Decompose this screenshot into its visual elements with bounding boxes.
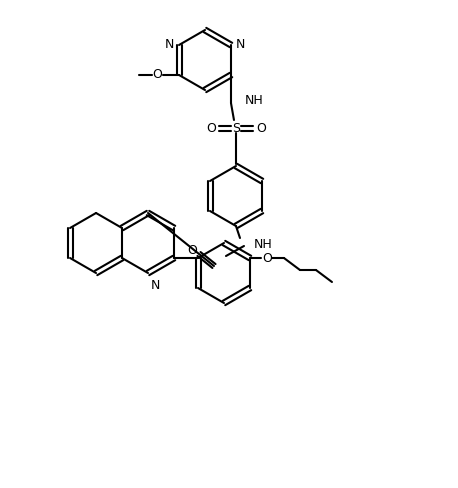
Text: N: N xyxy=(236,38,245,50)
Text: O: O xyxy=(206,122,216,135)
Text: NH: NH xyxy=(254,238,273,250)
Text: N: N xyxy=(151,279,160,292)
Text: O: O xyxy=(152,68,162,81)
Text: O: O xyxy=(256,122,266,135)
Text: S: S xyxy=(232,122,240,135)
Text: O: O xyxy=(262,251,272,264)
Text: O: O xyxy=(187,244,197,257)
Text: N: N xyxy=(164,38,174,50)
Text: NH: NH xyxy=(245,95,264,107)
